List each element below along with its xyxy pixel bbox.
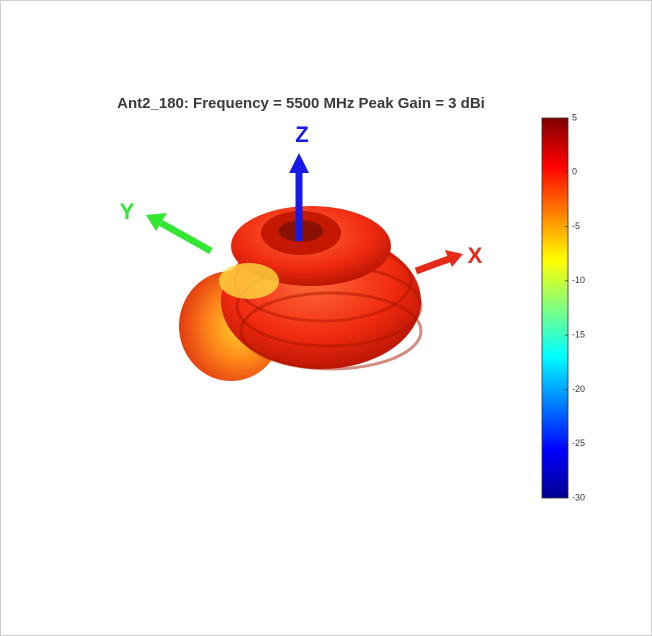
colorbar-tick-label: -30 xyxy=(572,492,585,502)
colorbar-tick-label: 0 xyxy=(572,167,577,177)
y-axis-label: Y xyxy=(120,199,135,224)
colorbar-tick-label: -20 xyxy=(572,384,585,394)
colorbar-tick-label: 5 xyxy=(572,112,577,122)
colorbar-tick-label: -10 xyxy=(572,275,585,285)
z-axis-label: Z xyxy=(295,122,308,147)
colorbar-tick-label: -5 xyxy=(572,221,580,231)
x-axis-label: X xyxy=(468,243,483,268)
radiation-surface xyxy=(179,206,423,381)
colorbar-tick-label: -15 xyxy=(572,330,585,340)
chart-title: Ant2_180: Frequency = 5500 MHz Peak Gain… xyxy=(117,95,485,112)
axis-arrows xyxy=(146,153,463,275)
colorbar-tick-label: -25 xyxy=(572,438,585,448)
colorbar xyxy=(541,117,569,499)
